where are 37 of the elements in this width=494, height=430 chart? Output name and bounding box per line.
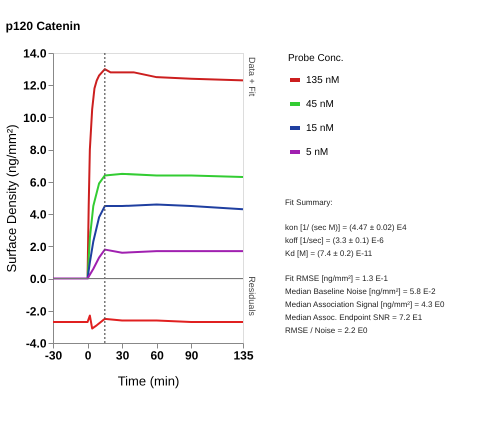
x-tick-label: 135: [233, 348, 254, 362]
x-tick-label: 90: [185, 348, 199, 362]
x-tick-label: 60: [150, 348, 164, 362]
text: Kd [M] = (7.4 ± 0.2) E-11: [285, 249, 373, 258]
chart-title: p120 Catenin: [6, 19, 80, 33]
y-tick-label: -2.0: [26, 304, 47, 318]
text: RMSE / Noise = 2.2 E0: [285, 326, 368, 335]
legend-label: 15 nM: [306, 123, 334, 134]
text: Fit RMSE [ng/mm²] = 1.3 E-1: [285, 274, 388, 283]
legend-label: 45 nM: [306, 99, 334, 110]
legend-label: 135 nM: [306, 75, 340, 86]
line-series: [52, 248, 244, 280]
legend-label: 5 nM: [306, 147, 328, 158]
y-tick-label: 8.0: [30, 143, 47, 158]
y-tick-label: -4.0: [26, 336, 47, 350]
y-tick-label: 14.0: [23, 46, 47, 60]
text: Residuals: [247, 276, 257, 316]
y-tick-label: 10.0: [23, 110, 47, 125]
y-tick-label: 0.0: [30, 272, 47, 286]
text: Median Association Signal [ng/mm²] = 4.3 E0: [285, 300, 445, 309]
text: Fit Summary:: [285, 198, 333, 207]
y-tick-label: 12.0: [23, 78, 47, 93]
y-axis-title: Surface Density (ng/mm²): [4, 124, 20, 273]
y-tick-label: 2.0: [30, 240, 47, 254]
x-tick-label: 0: [84, 348, 92, 362]
x-tick-label: 30: [116, 348, 130, 362]
text: Data + Fit: [247, 57, 257, 97]
y-tick-label: 6.0: [30, 175, 47, 190]
y-tick-label: 4.0: [30, 208, 47, 222]
text: koff [1/sec] = (3.3 ± 0.1) E-6: [285, 236, 384, 245]
legend-title: Probe Conc.: [288, 53, 344, 64]
text: Median Assoc. Endpoint SNR = 7.2 E1: [285, 313, 423, 322]
text: Median Baseline Noise [ng/mm²] = 5.8 E-2: [285, 287, 436, 296]
x-tick-label: -30: [44, 348, 62, 362]
line-series: [52, 314, 244, 330]
text: kon [1/ (sec M)] = (4.47 ± 0.02) E4: [285, 223, 408, 232]
x-axis-title: Time (min): [118, 374, 180, 388]
